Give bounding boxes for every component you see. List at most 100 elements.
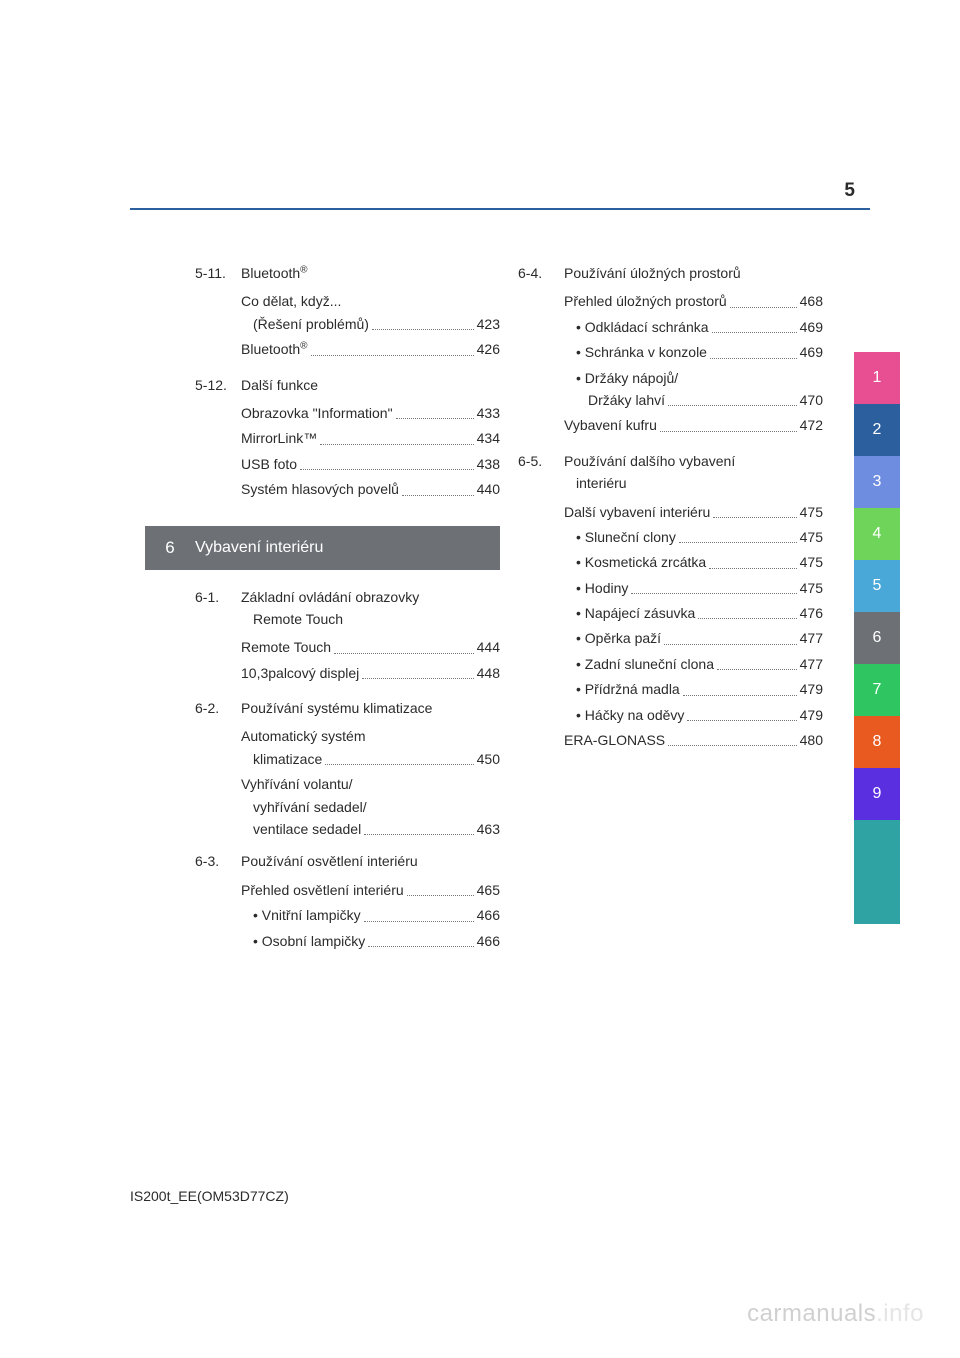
toc-dots: [325, 764, 473, 765]
toc-section-title: Další funkce: [241, 374, 318, 396]
toc-page: 475: [800, 501, 823, 523]
toc-text: Automatický systém: [241, 725, 500, 747]
toc-dots: [334, 653, 474, 654]
toc-entry: • Hodiny475: [576, 577, 823, 599]
toc-section-title: Používání osvětlení interiéru: [241, 850, 418, 872]
toc-dots: [407, 895, 474, 896]
toc-text: • Vnitřní lampičky: [253, 904, 361, 926]
side-tab: 9: [854, 768, 900, 820]
toc-text: Vyhřívání volantu/: [241, 773, 500, 795]
toc-section-heading: 6-5.Používání dalšího vybaveníinteriéru: [518, 450, 823, 495]
toc-section-title: Základní ovládání obrazovkyRemote Touch: [241, 586, 419, 631]
divider: [130, 208, 870, 210]
toc-text: Remote Touch: [241, 636, 331, 658]
toc-dots: [730, 307, 797, 308]
toc-section-number: 5-12.: [195, 374, 241, 396]
toc-text: Bluetooth®: [241, 338, 308, 360]
toc-page: 448: [477, 662, 500, 684]
toc-text: klimatizace: [253, 748, 322, 770]
toc-entry: Přehled úložných prostorů468: [564, 290, 823, 312]
toc-page: 465: [477, 879, 500, 901]
toc-entry: • Kosmetická zrcátka475: [576, 551, 823, 573]
side-tab: [854, 820, 900, 872]
toc-text: Obrazovka "Information": [241, 402, 393, 424]
toc-section-heading: 5-11.Bluetooth®: [195, 262, 500, 284]
toc-text: Další vybavení interiéru: [564, 501, 710, 523]
toc-dots: [717, 669, 797, 670]
toc-text: • Napájecí zásuvka: [576, 602, 695, 624]
toc-content: 5-11.Bluetooth®Co dělat, když...(Řešení …: [195, 260, 825, 963]
toc-dots: [631, 593, 796, 594]
chapter-number: 6: [145, 534, 195, 561]
toc-page: 423: [477, 313, 500, 335]
toc-dots: [300, 469, 474, 470]
toc-page: 470: [800, 389, 823, 411]
toc-text: • Zadní sluneční clona: [576, 653, 714, 675]
toc-text: • Osobní lampičky: [253, 930, 365, 952]
toc-dots: [402, 495, 474, 496]
toc-dots: [372, 329, 474, 330]
toc-dots: [364, 921, 474, 922]
side-tab: 7: [854, 664, 900, 716]
toc-column-right: 6-4.Používání úložných prostorů Přehled ú…: [518, 260, 823, 963]
toc-dots: [664, 644, 797, 645]
toc-page: 475: [800, 526, 823, 548]
toc-dots: [679, 542, 797, 543]
toc-entry: Automatický systémklimatizace 450: [241, 725, 500, 770]
chapter-title: Vybavení interiéru: [195, 535, 323, 561]
toc-page: 479: [800, 704, 823, 726]
toc-text: 10,3palcový displej: [241, 662, 359, 684]
manual-page: 5 5-11.Bluetooth®Co dělat, když...(Řešen…: [0, 0, 960, 1358]
toc-entry: • Zadní sluneční clona477: [576, 653, 823, 675]
page-number: 5: [844, 180, 855, 202]
toc-section-title: Používání dalšího vybaveníinteriéru: [564, 450, 735, 495]
footer-code: IS200t_EE(OM53D77CZ): [130, 1188, 289, 1204]
toc-entry: • Opěrka paží477: [576, 627, 823, 649]
toc-dots: [364, 834, 473, 835]
toc-dots: [698, 618, 796, 619]
toc-text: • Háčky na oděvy: [576, 704, 684, 726]
toc-section-heading: 5-12.Další funkce: [195, 374, 500, 396]
toc-dots: [311, 355, 474, 356]
side-tab: 8: [854, 716, 900, 768]
side-tab: 5: [854, 560, 900, 612]
toc-entry: • Schránka v konzole469: [576, 341, 823, 363]
toc-text: • Schránka v konzole: [576, 341, 707, 363]
toc-entry: Co dělat, když...(Řešení problémů)423: [241, 290, 500, 335]
toc-text: • Opěrka paží: [576, 627, 661, 649]
toc-entry: Bluetooth® 426: [241, 338, 500, 360]
toc-dots: [362, 678, 473, 679]
toc-page: 475: [800, 577, 823, 599]
toc-dots: [668, 405, 797, 406]
toc-section-number: 6-2.: [195, 697, 241, 719]
toc-page: 476: [800, 602, 823, 624]
toc-text: (Řešení problémů): [253, 313, 369, 335]
toc-page: 469: [800, 316, 823, 338]
toc-page: 433: [477, 402, 500, 424]
toc-page: 426: [477, 338, 500, 360]
toc-page: 463: [477, 818, 500, 840]
toc-section-title: Používání systému klimatizace: [241, 697, 432, 719]
side-tab: 1: [854, 352, 900, 404]
toc-column-left: 5-11.Bluetooth®Co dělat, když...(Řešení …: [195, 260, 500, 963]
toc-section-heading: 6-4.Používání úložných prostorů: [518, 262, 823, 284]
toc-text: MirrorLink™: [241, 427, 317, 449]
toc-text: vyhřívání sedadel/: [253, 796, 500, 818]
toc-page: 475: [800, 551, 823, 573]
toc-entry: MirrorLink™434: [241, 427, 500, 449]
toc-dots: [683, 695, 797, 696]
toc-entry: • Odkládací schránka469: [576, 316, 823, 338]
toc-page: 472: [800, 414, 823, 436]
toc-page: 450: [477, 748, 500, 770]
toc-entry: • Držáky nápojů/Držáky lahví470: [576, 367, 823, 412]
side-tab: 4: [854, 508, 900, 560]
toc-entry: Vyhřívání volantu/vyhřívání sedadel/vent…: [241, 773, 500, 840]
watermark-right: .info: [876, 1300, 924, 1327]
toc-text: USB foto: [241, 453, 297, 475]
toc-text: Držáky lahví: [588, 389, 665, 411]
toc-section-number: 5-11.: [195, 262, 241, 284]
toc-text: Přehled osvětlení interiéru: [241, 879, 404, 901]
toc-entry: ERA-GLONASS480: [564, 729, 823, 751]
toc-entry: • Osobní lampičky466: [253, 930, 500, 952]
toc-dots: [368, 946, 473, 947]
